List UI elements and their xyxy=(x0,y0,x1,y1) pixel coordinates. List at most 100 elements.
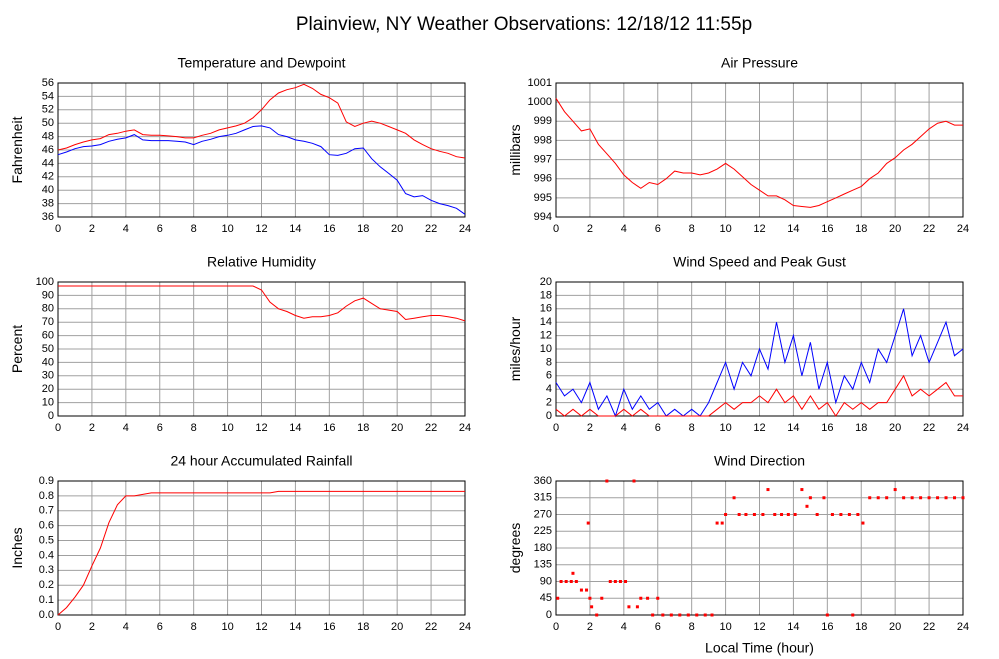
data-point xyxy=(885,496,889,500)
chart-panel: Temperature and DewpointFahrenheit363840… xyxy=(9,55,471,235)
data-point xyxy=(639,596,643,600)
data-point xyxy=(737,513,741,516)
plot-frame xyxy=(555,82,964,218)
x-tick-label: 22 xyxy=(425,223,437,235)
data-point xyxy=(961,496,965,500)
data-point xyxy=(761,513,765,516)
y-tick-label: 1001 xyxy=(528,77,552,89)
x-tick-label: 16 xyxy=(323,621,335,633)
x-axis-label: Local Time (hour) xyxy=(705,640,814,656)
y-tick-label: 36 xyxy=(42,211,54,223)
data-point xyxy=(618,580,622,583)
data-point xyxy=(910,496,914,500)
y-tick-label: 2 xyxy=(546,397,552,409)
page-title: Plainview, NY Weather Observations: 12/1… xyxy=(296,14,752,35)
data-line xyxy=(555,98,963,208)
data-line xyxy=(57,490,465,616)
data-line xyxy=(555,308,964,418)
x-tick-label: 2 xyxy=(89,422,95,434)
y-tick-label: 360 xyxy=(534,475,552,487)
y-tick-label: 40 xyxy=(42,356,54,368)
x-tick-label: 22 xyxy=(425,422,437,434)
data-point xyxy=(635,605,639,609)
data-line xyxy=(57,83,466,159)
x-tick-label: 2 xyxy=(587,422,593,434)
y-tick-label: 0.0 xyxy=(39,609,54,621)
data-point xyxy=(710,613,714,617)
y-axis-label: Inches xyxy=(9,527,25,568)
x-tick-label: 10 xyxy=(221,223,233,235)
y-tick-label: 50 xyxy=(42,343,54,355)
x-tick-label: 4 xyxy=(621,422,627,434)
y-tick-label: 60 xyxy=(42,330,54,342)
data-point xyxy=(588,596,592,600)
x-tick-label: 10 xyxy=(719,223,731,235)
x-tick-label: 2 xyxy=(587,621,593,633)
x-tick-label: 6 xyxy=(655,621,661,633)
y-tick-label: 315 xyxy=(534,492,552,504)
x-tick-label: 8 xyxy=(191,621,197,633)
x-tick-label: 18 xyxy=(855,223,867,235)
data-point xyxy=(632,479,636,483)
y-tick-label: 70 xyxy=(42,316,54,328)
data-point xyxy=(786,513,790,516)
chart-panel: Wind Direction degrees Local Time (hour) 0 4… xyxy=(507,453,969,656)
x-tick-label: 4 xyxy=(123,621,129,633)
data-point xyxy=(564,580,568,583)
y-tick-label: 90 xyxy=(42,289,54,301)
x-tick-label: 0 xyxy=(553,422,559,434)
data-point xyxy=(646,596,650,600)
x-tick-label: 10 xyxy=(221,621,233,633)
x-tick-label: 0 xyxy=(553,621,559,633)
x-tick-label: 10 xyxy=(719,422,731,434)
data-point xyxy=(608,580,612,583)
data-point xyxy=(893,488,897,492)
data-point xyxy=(605,479,609,483)
data-point xyxy=(669,613,673,617)
data-point xyxy=(627,605,631,609)
x-tick-label: 16 xyxy=(323,422,335,434)
data-point xyxy=(586,521,590,525)
data-point xyxy=(595,613,599,617)
x-tick-label: 6 xyxy=(157,621,163,633)
data-point xyxy=(613,580,617,583)
x-tick-label: 24 xyxy=(459,422,471,434)
data-point xyxy=(773,513,777,516)
data-point xyxy=(851,613,855,617)
x-tick-label: 12 xyxy=(255,223,267,235)
x-tick-label: 14 xyxy=(787,223,799,235)
x-tick-label: 10 xyxy=(719,621,731,633)
x-tick-label: 6 xyxy=(157,422,163,434)
x-tick-label: 12 xyxy=(753,422,765,434)
y-axis-label: degrees xyxy=(507,523,523,574)
y-tick-label: 0 xyxy=(48,410,54,422)
x-tick-label: 24 xyxy=(957,621,969,633)
data-point xyxy=(556,596,560,600)
chart-panel: Relative HumidityPercent0102030405060708… xyxy=(9,254,471,434)
data-point xyxy=(927,496,931,500)
data-point xyxy=(856,513,860,516)
x-tick-label: 22 xyxy=(923,223,935,235)
data-point xyxy=(559,580,563,583)
y-tick-label: 180 xyxy=(534,542,552,554)
data-point xyxy=(800,488,804,492)
y-axis-label: Fahrenheit xyxy=(9,116,25,183)
x-tick-label: 14 xyxy=(787,621,799,633)
data-line xyxy=(57,125,466,215)
chart-title: Temperature and Dewpoint xyxy=(177,55,345,71)
x-tick-label: 20 xyxy=(889,223,901,235)
x-tick-label: 6 xyxy=(157,223,163,235)
x-tick-label: 24 xyxy=(957,422,969,434)
y-tick-label: 0.6 xyxy=(39,520,54,532)
data-point xyxy=(766,488,770,492)
x-tick-label: 18 xyxy=(357,422,369,434)
chart-panel: Air Pressure millibars 994 995 996 997 998 999 1… xyxy=(507,55,969,235)
y-tick-label: 30 xyxy=(42,370,54,382)
x-tick-label: 4 xyxy=(621,223,627,235)
data-point xyxy=(822,496,826,500)
x-tick-label: 14 xyxy=(289,223,301,235)
y-axis-label: miles/hour xyxy=(507,316,523,381)
y-tick-label: 14 xyxy=(540,316,552,328)
y-tick-label: 20 xyxy=(42,383,54,395)
data-point xyxy=(678,613,682,617)
